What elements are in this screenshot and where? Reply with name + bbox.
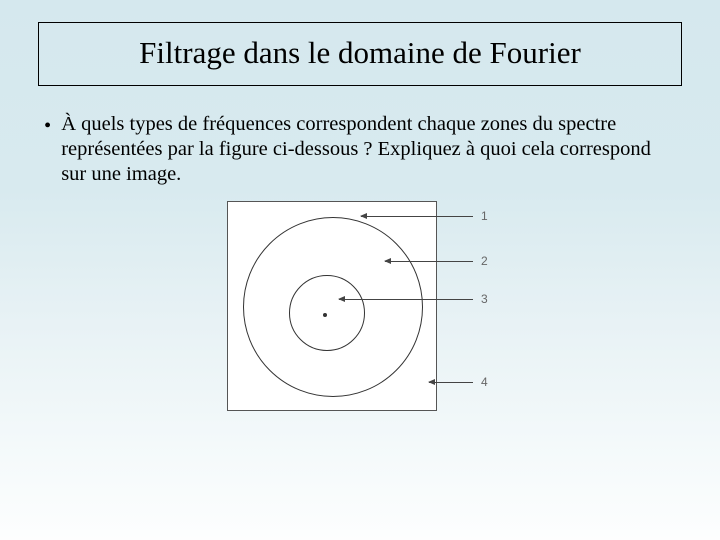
pointer-line-3: [339, 299, 473, 300]
figure-frame: [227, 201, 437, 411]
zone-label-3: 3: [481, 292, 488, 306]
title-box: Filtrage dans le domaine de Fourier: [38, 22, 682, 86]
zone-label-2: 2: [481, 254, 488, 268]
bullet-text: À quels types de fréquences corresponden…: [61, 112, 676, 187]
pointer-arrowhead-1: [360, 213, 367, 219]
bullet-marker: •: [44, 114, 51, 139]
pointer-line-4: [429, 382, 473, 383]
slide-title: Filtrage dans le domaine de Fourier: [49, 35, 671, 71]
slide: Filtrage dans le domaine de Fourier • À …: [0, 0, 720, 540]
pointer-arrowhead-4: [428, 379, 435, 385]
bullet-area: • À quels types de fréquences correspond…: [38, 112, 682, 187]
zone-label-1: 1: [481, 209, 488, 223]
pointer-line-2: [385, 261, 473, 262]
figure-wrap: 1 2 3 4: [38, 201, 682, 411]
bullet-item: • À quels types de fréquences correspond…: [44, 112, 676, 187]
pointer-line-1: [361, 216, 473, 217]
fourier-zones-figure: 1 2 3 4: [227, 201, 493, 411]
pointer-arrowhead-3: [338, 296, 345, 302]
zone-circle-2: [289, 275, 365, 351]
pointer-arrowhead-2: [384, 258, 391, 264]
zone-label-4: 4: [481, 375, 488, 389]
